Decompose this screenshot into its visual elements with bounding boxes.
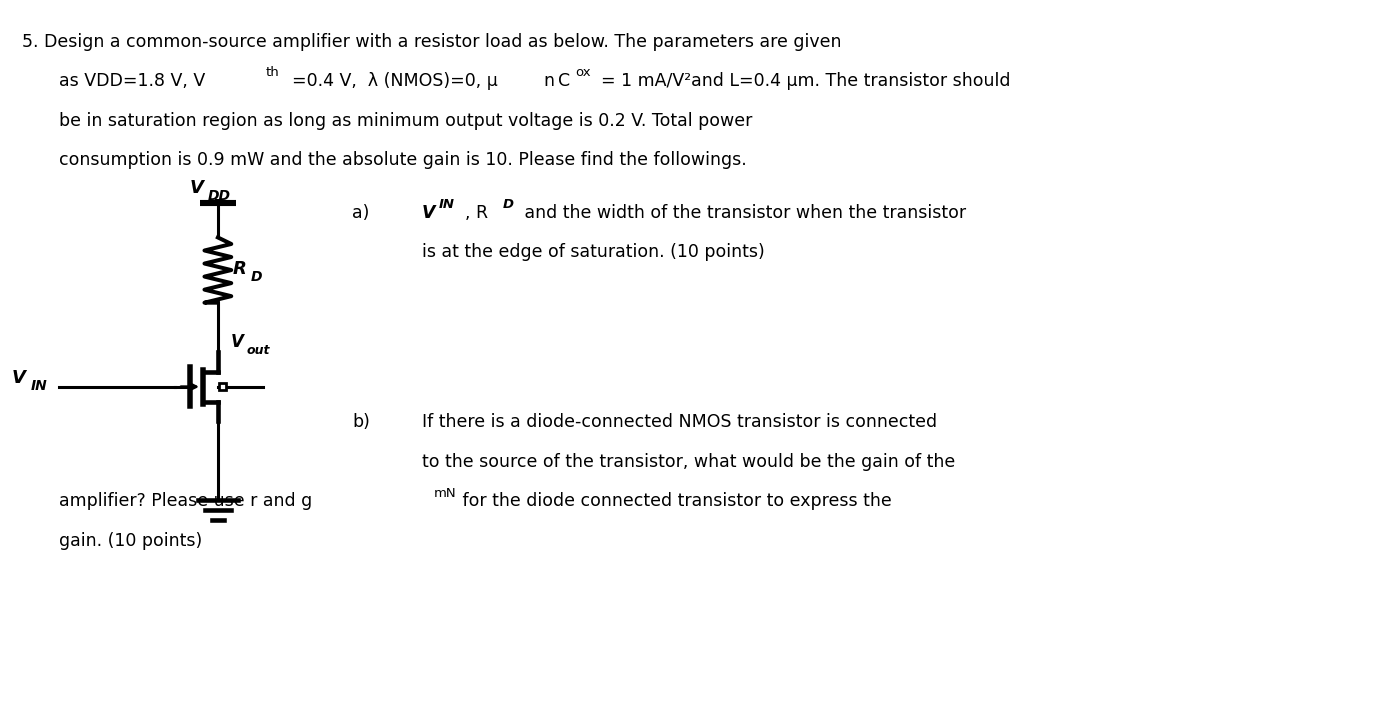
Text: V: V [231,333,243,351]
Text: out: out [246,344,270,357]
Text: as VDD=1.8 V, V: as VDD=1.8 V, V [59,72,205,90]
Bar [219,383,225,390]
Text: mN: mN [433,487,456,500]
Text: D: D [252,270,263,284]
Text: DD: DD [207,189,231,203]
Text: consumption is 0.9 mW and the absolute gain is 10. Please find the followings.: consumption is 0.9 mW and the absolute g… [59,151,747,169]
Text: = 1 mA/V²and L=0.4 μm. The transistor should: = 1 mA/V²and L=0.4 μm. The transistor sh… [600,72,1010,90]
Text: V: V [189,179,203,197]
Text: to the source of the transistor, what would be the gain of the: to the source of the transistor, what wo… [422,453,954,471]
Text: IN: IN [30,379,47,392]
Text: b): b) [353,413,369,432]
Text: gain. (10 points): gain. (10 points) [59,532,202,550]
Text: and the width of the transistor when the transistor: and the width of the transistor when the… [519,204,967,222]
Text: V: V [422,204,436,222]
Text: IN: IN [438,198,455,211]
Text: R: R [232,260,246,278]
Text: If there is a diode-connected NMOS transistor is connected: If there is a diode-connected NMOS trans… [422,413,936,432]
Text: is at the edge of saturation. (10 points): is at the edge of saturation. (10 points… [422,243,765,261]
Text: amplifier? Please use r and g: amplifier? Please use r and g [59,492,313,510]
Text: =0.4 V,  λ (NMOS)=0, μ: =0.4 V, λ (NMOS)=0, μ [292,72,498,90]
Text: be in saturation region as long as minimum output voltage is 0.2 V. Total power: be in saturation region as long as minim… [59,112,752,130]
Text: , R: , R [465,204,488,222]
Text: for the diode connected transistor to express the: for the diode connected transistor to ex… [458,492,892,510]
Text: th: th [266,67,279,80]
Text: 5. Design a common-source amplifier with a resistor load as below. The parameter: 5. Design a common-source amplifier with… [22,33,842,51]
Text: ox: ox [575,67,591,80]
Text: D: D [503,198,514,211]
Text: V: V [12,369,26,387]
Text: C: C [559,72,570,90]
Text: n: n [544,72,555,90]
Text: a): a) [353,204,369,222]
